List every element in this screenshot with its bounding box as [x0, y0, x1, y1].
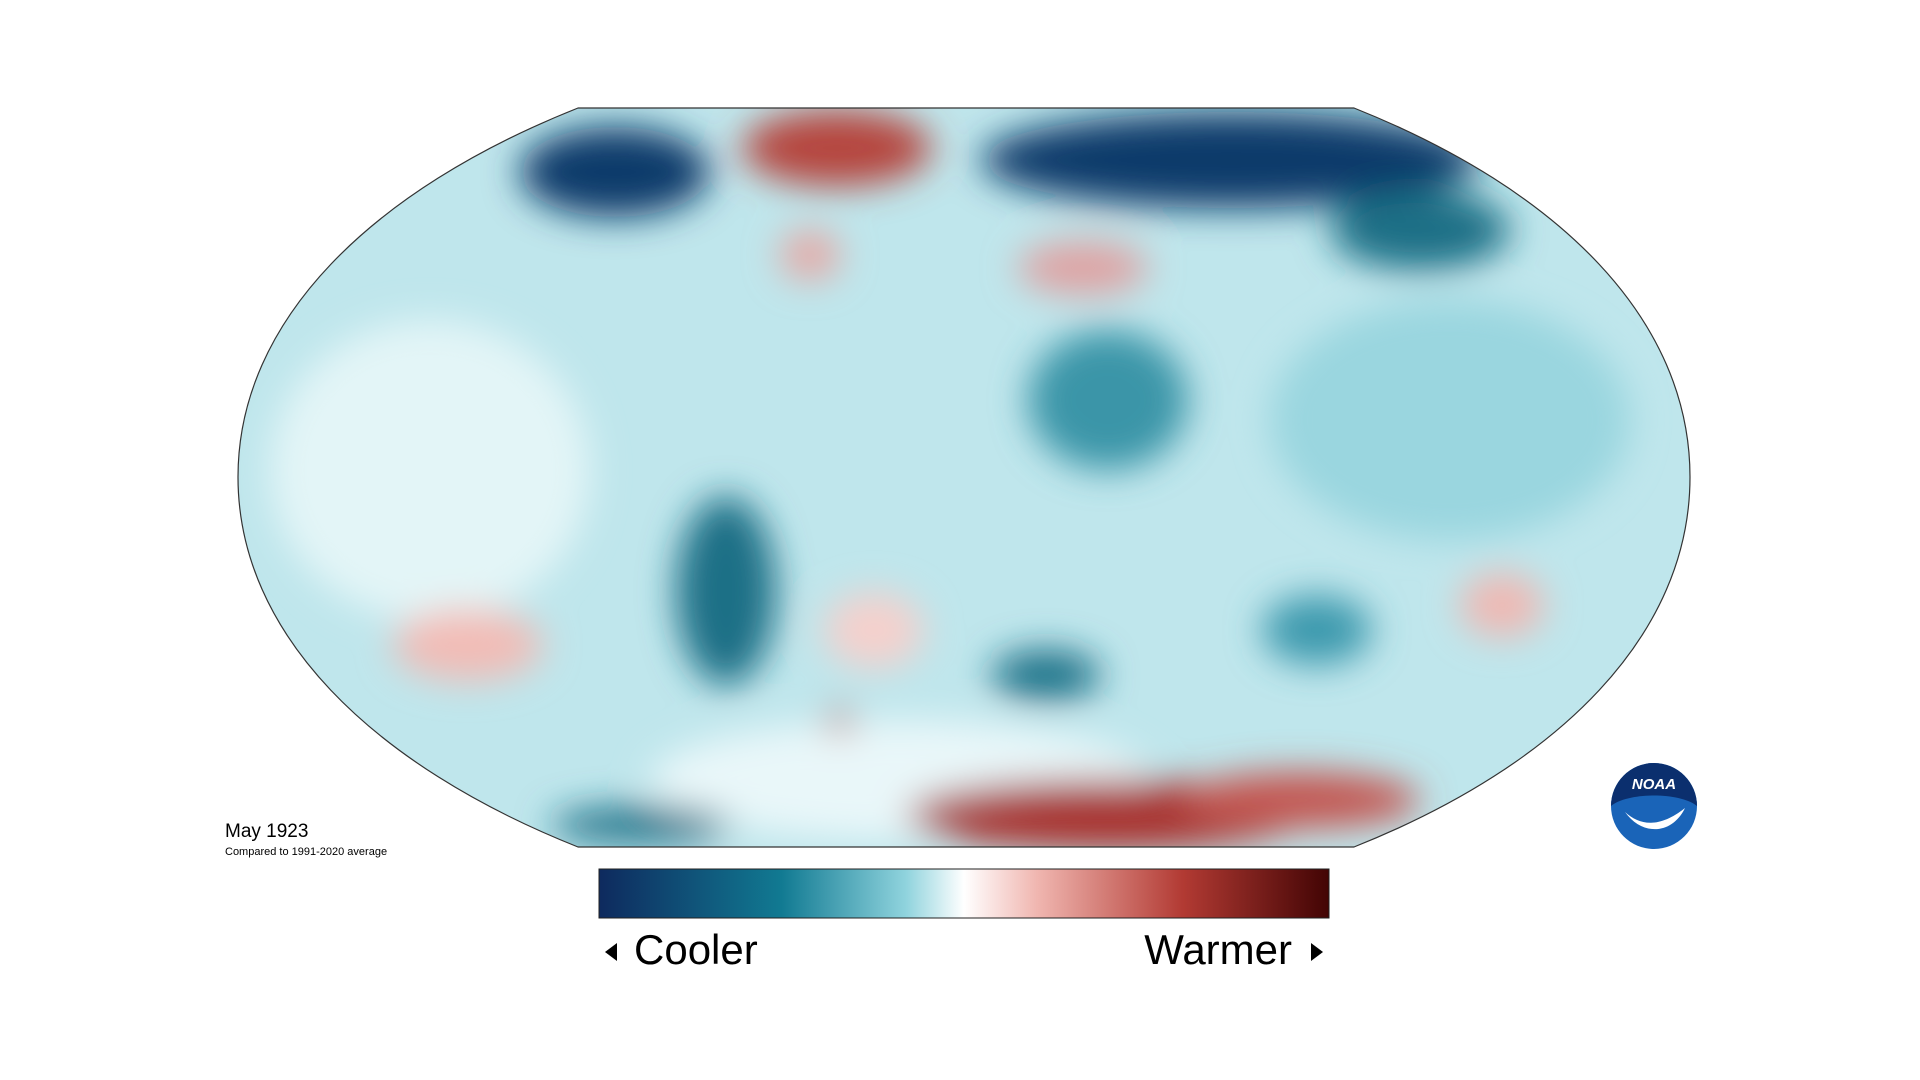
logo-bird — [1625, 808, 1685, 830]
anomaly-blobs — [270, 110, 1630, 847]
color-scale — [598, 868, 1330, 919]
arrow-left — [605, 943, 617, 961]
anomaly-blob — [1028, 330, 1188, 470]
anomaly-blob — [1270, 300, 1630, 540]
anomaly-blob — [828, 710, 852, 734]
anomaly-blob — [1330, 190, 1510, 270]
anomaly-blob — [742, 110, 932, 186]
anomaly-blob — [824, 592, 924, 668]
legend-high-label: Warmer — [1144, 926, 1292, 973]
anomaly-blob — [780, 230, 840, 280]
caption-subtitle: Compared to 1991-2020 average — [225, 846, 387, 858]
anomaly-blob — [676, 496, 776, 686]
noaa-logo: NOAA — [1611, 763, 1697, 849]
logo-top — [1611, 763, 1697, 806]
legend-low-label: Cooler — [634, 926, 758, 973]
logo-text: NOAA — [1632, 776, 1676, 793]
anomaly-blob — [1018, 242, 1148, 294]
anomaly-blob — [1180, 772, 1420, 828]
map-outline — [237, 107, 1691, 848]
anomaly-blob — [270, 320, 590, 620]
caption-title: May 1923 — [225, 821, 308, 842]
anomaly-blob — [550, 807, 730, 843]
anomaly-blob — [393, 609, 543, 681]
map-field — [238, 108, 1690, 847]
arrow-right — [1311, 943, 1323, 961]
anomaly-blob — [520, 127, 710, 217]
anomaly-blob — [1262, 595, 1372, 665]
anomaly-blob — [981, 112, 1481, 208]
anomaly-blob — [1460, 573, 1544, 637]
anomaly-blob — [991, 650, 1101, 700]
